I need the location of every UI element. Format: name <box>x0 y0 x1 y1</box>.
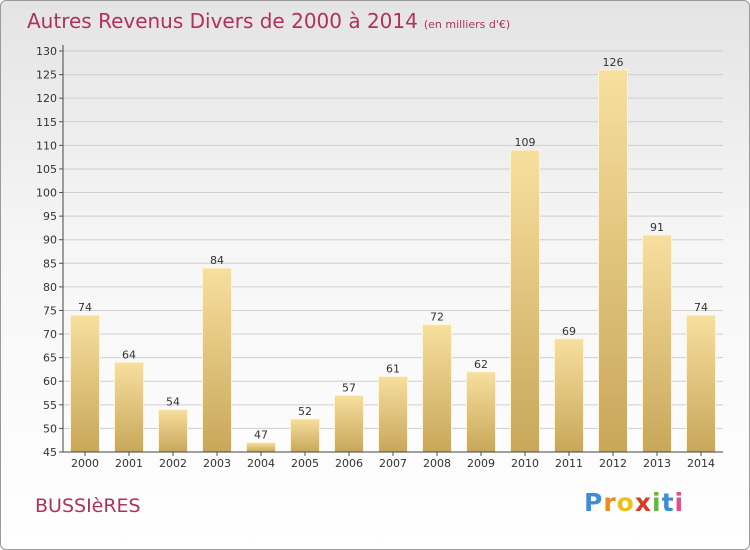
x-tick-label: 2013 <box>643 457 671 470</box>
y-tick-label: 65 <box>43 352 57 365</box>
y-tick-label: 110 <box>36 139 57 152</box>
bar <box>466 371 496 453</box>
x-tick-label: 2000 <box>71 457 99 470</box>
bar <box>290 418 320 453</box>
y-tick-label: 55 <box>43 399 57 412</box>
y-tick-label: 120 <box>36 92 57 105</box>
x-tick-label: 2008 <box>423 457 451 470</box>
town-name: BUSSIèRES <box>35 495 141 517</box>
x-tick-label: 2010 <box>511 457 539 470</box>
y-tick-label: 85 <box>43 257 57 270</box>
chart-title-main: Autres Revenus Divers de 2000 à 2014 <box>27 9 418 33</box>
value-label: 47 <box>254 429 268 442</box>
y-tick-label: 105 <box>36 163 57 176</box>
bar <box>378 376 408 453</box>
logo-letter: P <box>584 488 604 517</box>
y-tick-label: 45 <box>43 446 57 459</box>
x-tick-label: 2003 <box>203 457 231 470</box>
x-tick-label: 2006 <box>335 457 363 470</box>
value-label: 64 <box>122 348 136 361</box>
value-label: 74 <box>694 301 708 314</box>
x-axis-ticks: 2000 2001 2002 2003 2004 2005 2006 2007 2008 2009… <box>71 452 715 470</box>
value-label: 74 <box>78 301 92 314</box>
logo-letter: i <box>652 488 662 517</box>
logo-letter: x <box>634 488 652 517</box>
value-label: 62 <box>474 358 488 371</box>
value-label: 91 <box>650 221 664 234</box>
bar <box>246 442 276 453</box>
bar <box>70 314 100 453</box>
y-tick-label: 70 <box>43 328 57 341</box>
x-tick-label: 2007 <box>379 457 407 470</box>
y-tick-label: 60 <box>43 375 57 388</box>
proxiti-logo[interactable]: Proxiti <box>584 488 684 517</box>
chart-title: Autres Revenus Divers de 2000 à 2014 (en … <box>27 9 510 33</box>
x-tick-label: 2012 <box>599 457 627 470</box>
x-tick-label: 2009 <box>467 457 495 470</box>
bar <box>158 409 188 453</box>
bar <box>422 324 452 453</box>
y-tick-label: 75 <box>43 304 57 317</box>
bar <box>334 394 364 453</box>
logo-letter: r <box>603 488 617 517</box>
bar <box>510 149 540 453</box>
x-tick-label: 2005 <box>291 457 319 470</box>
y-tick-label: 130 <box>36 45 57 58</box>
value-label: 84 <box>210 254 224 267</box>
bar <box>642 234 672 453</box>
logo-letter: t <box>661 488 675 517</box>
logo-letter: i <box>674 488 685 517</box>
value-label: 54 <box>166 396 180 409</box>
bar <box>202 267 232 453</box>
axes <box>62 45 723 453</box>
y-tick-label: 80 <box>43 281 57 294</box>
logo-letter: o <box>616 488 635 517</box>
y-tick-label: 50 <box>43 422 57 435</box>
value-label: 61 <box>386 363 400 376</box>
x-tick-label: 2004 <box>247 457 275 470</box>
x-tick-label: 2011 <box>555 457 583 470</box>
chart-subtitle: (en milliers d'€) <box>423 18 511 31</box>
value-label: 109 <box>515 136 536 149</box>
y-tick-label: 90 <box>43 234 57 247</box>
value-labels: 74 64 54 84 47 52 57 61 72 62 109 69 126 91 74 <box>78 56 708 442</box>
value-label: 72 <box>430 311 444 324</box>
value-label: 69 <box>562 325 576 338</box>
value-label: 57 <box>342 381 356 394</box>
y-axis-ticks: 45 50 55 60 65 70 75 80 85 90 95 100 105 110 115 120 125… <box>36 45 63 459</box>
bar <box>554 338 584 453</box>
x-tick-label: 2002 <box>159 457 187 470</box>
x-tick-label: 2014 <box>687 457 715 470</box>
bars <box>70 69 716 453</box>
y-tick-label: 125 <box>36 69 57 82</box>
y-tick-label: 95 <box>43 210 57 223</box>
y-tick-label: 115 <box>36 116 57 129</box>
y-tick-label: 100 <box>36 187 57 200</box>
value-label: 52 <box>298 405 312 418</box>
bar <box>686 314 716 453</box>
x-tick-label: 2001 <box>115 457 143 470</box>
value-label: 126 <box>603 56 624 69</box>
bar <box>114 361 144 453</box>
bar <box>598 69 628 453</box>
